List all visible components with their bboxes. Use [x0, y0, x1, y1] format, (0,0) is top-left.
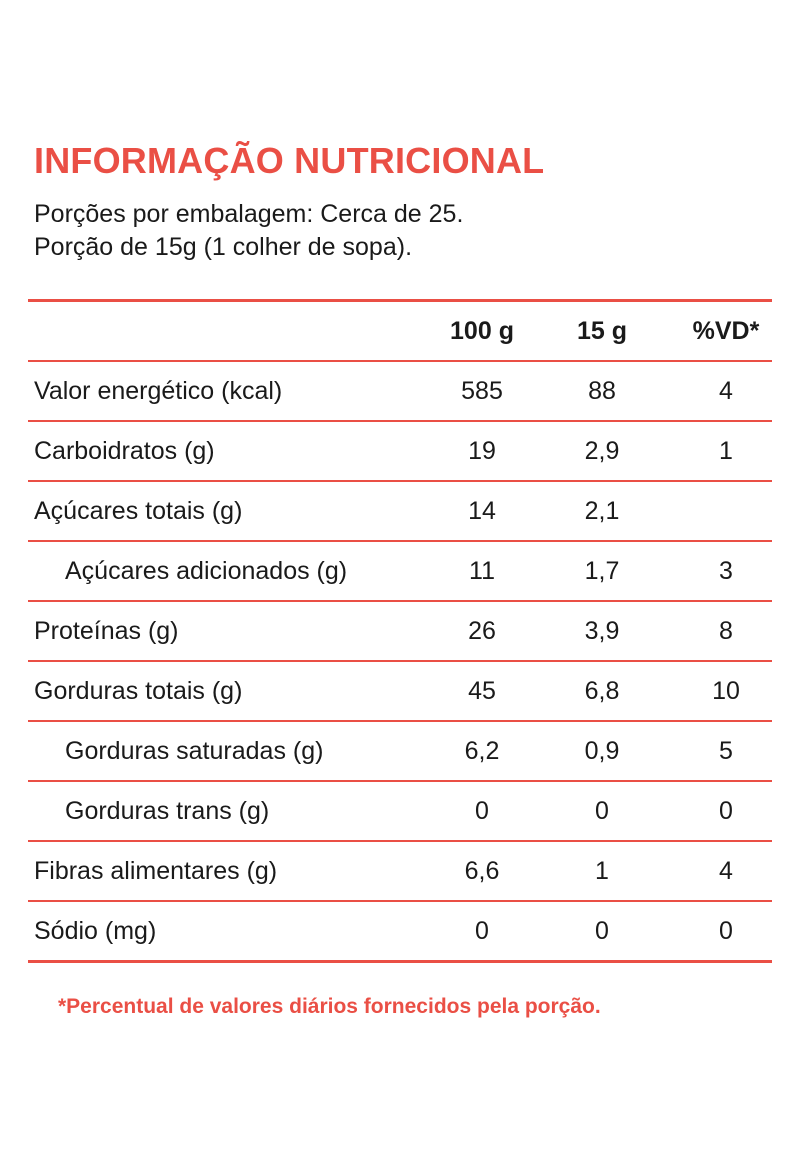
value-15g: 0 [595, 917, 609, 945]
value-100g: 14 [468, 497, 496, 525]
table-row-carbohydrates: Carboidratos (g) 19 2,9 1 [28, 422, 772, 482]
value-vd: 0 [719, 797, 733, 825]
nutrition-table: 100 g 15 g %VD* Valor energético (kcal) … [28, 299, 772, 963]
footnote: *Percentual de valores diários fornecido… [58, 995, 601, 1018]
table-row-added-sugars: Açúcares adicionados (g) 11 1,7 3 [28, 542, 772, 602]
value-100g: 19 [468, 437, 496, 465]
value-100g: 6,2 [464, 737, 500, 765]
row-label: Fibras alimentares (g) [34, 857, 278, 885]
table-row-trans-fat: Gorduras trans (g) 0 0 0 [28, 782, 772, 842]
table-row-energy: Valor energético (kcal) 585 88 4 [28, 362, 772, 422]
serving-size: Porção de 15g (1 colher de sopa). [34, 233, 413, 261]
value-15g: 2,9 [584, 437, 620, 465]
value-15g: 1 [595, 857, 609, 885]
table-row-total-fat: Gorduras totais (g) 45 6,8 10 [28, 662, 772, 722]
value-100g: 0 [475, 797, 489, 825]
value-100g: 6,6 [464, 857, 500, 885]
value-vd: 10 [712, 677, 740, 705]
row-label: Gorduras totais (g) [34, 677, 243, 705]
row-label: Açúcares adicionados (g) [65, 557, 348, 585]
value-15g: 0 [595, 797, 609, 825]
value-100g: 26 [468, 617, 496, 645]
value-15g: 2,1 [584, 497, 620, 525]
table-row-proteins: Proteínas (g) 26 3,9 8 [28, 602, 772, 662]
column-header-vd: %VD* [692, 317, 760, 345]
row-label: Açúcares totais (g) [34, 497, 243, 525]
table-row-sodium: Sódio (mg) 0 0 0 [28, 902, 772, 963]
servings-per-package: Porções por embalagem: Cerca de 25. [34, 200, 464, 228]
value-15g: 0,9 [584, 737, 620, 765]
row-label: Sódio (mg) [34, 917, 157, 945]
row-label: Gorduras trans (g) [65, 797, 270, 825]
value-15g: 3,9 [584, 617, 620, 645]
value-vd: 4 [719, 857, 733, 885]
value-vd: 8 [719, 617, 733, 645]
value-vd: 1 [719, 437, 733, 465]
row-label: Carboidratos (g) [34, 437, 215, 465]
table-header-row: 100 g 15 g %VD* [28, 302, 772, 362]
value-15g: 88 [588, 377, 616, 405]
page-title: INFORMAÇÃO NUTRICIONAL [34, 140, 545, 181]
value-100g: 0 [475, 917, 489, 945]
value-100g: 585 [461, 377, 503, 405]
value-100g: 11 [469, 557, 495, 585]
row-label: Valor energético (kcal) [34, 377, 283, 405]
value-vd: 3 [719, 557, 733, 585]
value-vd: 0 [719, 917, 733, 945]
row-label: Proteínas (g) [34, 617, 179, 645]
table-row-total-sugars: Açúcares totais (g) 14 2,1 [28, 482, 772, 542]
value-100g: 45 [468, 677, 496, 705]
column-header-100g: 100 g [450, 317, 514, 345]
row-label: Gorduras saturadas (g) [65, 737, 324, 765]
column-header-15g: 15 g [576, 317, 628, 345]
value-15g: 6,8 [584, 677, 620, 705]
table-row-dietary-fiber: Fibras alimentares (g) 6,6 1 4 [28, 842, 772, 902]
value-vd: 4 [719, 377, 733, 405]
table-row-saturated-fat: Gorduras saturadas (g) 6,2 0,9 5 [28, 722, 772, 782]
value-15g: 1,7 [584, 557, 620, 585]
value-vd [676, 482, 776, 540]
value-vd: 5 [719, 737, 733, 765]
